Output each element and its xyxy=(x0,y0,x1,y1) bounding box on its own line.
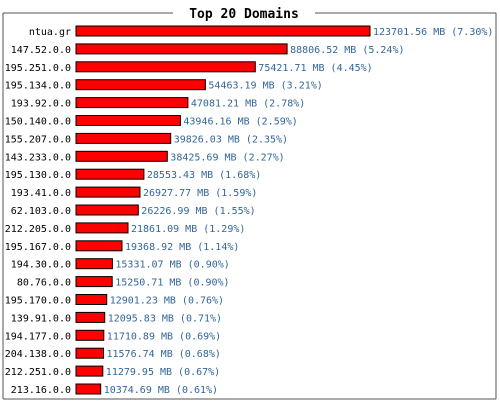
value-label: 11279.95 MB (0.67%) xyxy=(106,367,220,378)
value-label: 26226.99 MB (1.55%) xyxy=(141,206,255,217)
value-label: 15331.07 MB (0.90%) xyxy=(115,260,229,271)
bar xyxy=(75,276,113,288)
bar xyxy=(75,79,206,91)
bar xyxy=(75,150,168,162)
category-label: 195.134.0.0 xyxy=(5,81,71,92)
bar xyxy=(75,115,181,126)
category-label: 204.138.0.0 xyxy=(5,349,71,360)
bar xyxy=(75,168,145,180)
bar-rows: ntua.gr 123701.56 MB (7.30%) 147.52.0.0 888… xyxy=(5,25,493,396)
value-label: 47081.21 MB (2.78%) xyxy=(191,99,305,110)
value-label: 10374.69 MB (0.61%) xyxy=(104,385,218,396)
value-label: 11576.74 MB (0.68%) xyxy=(107,349,221,360)
value-label: 75421.71 MB (4.45%) xyxy=(258,63,372,74)
bar xyxy=(75,311,106,323)
value-label: 54463.19 MB (3.21%) xyxy=(208,81,322,92)
bar xyxy=(75,240,123,252)
value-label: 11710.89 MB (0.69%) xyxy=(107,331,221,342)
value-label: 12901.23 MB (0.76%) xyxy=(110,296,224,307)
category-label: 147.52.0.0 xyxy=(11,45,71,56)
value-label: 19368.92 MB (1.14%) xyxy=(125,242,239,253)
category-label: 195.130.0.0 xyxy=(5,170,71,181)
category-label: 195.167.0.0 xyxy=(5,242,71,253)
category-label: 195.251.0.0 xyxy=(5,63,71,74)
bar xyxy=(75,347,104,359)
value-label: 38425.69 MB (2.27%) xyxy=(170,152,284,163)
bar xyxy=(75,204,139,216)
category-label: 195.170.0.0 xyxy=(5,296,71,307)
bar xyxy=(75,383,102,395)
bar xyxy=(75,258,113,270)
bar xyxy=(75,329,105,341)
category-label: 212.205.0.0 xyxy=(5,224,71,235)
bar xyxy=(75,97,189,109)
category-label: 194.177.0.0 xyxy=(5,331,71,342)
category-label: 155.207.0.0 xyxy=(5,134,71,145)
category-label: 62.103.0.0 xyxy=(11,206,71,217)
category-label: 193.92.0.0 xyxy=(11,99,71,110)
value-label: 88806.52 MB (5.24%) xyxy=(290,45,404,56)
value-label: 43946.16 MB (2.59%) xyxy=(183,117,297,128)
category-label: 80.76.0.0 xyxy=(17,278,71,289)
category-label: 212.251.0.0 xyxy=(5,367,71,378)
value-label: 39826.03 MB (2.35%) xyxy=(174,134,288,145)
value-label: 123701.56 MB (7.30%) xyxy=(373,27,493,38)
category-label: 150.140.0.0 xyxy=(5,117,71,128)
category-label: 194.30.0.0 xyxy=(11,260,71,271)
bar xyxy=(75,294,108,305)
category-label: 139.91.0.0 xyxy=(11,313,71,324)
bar xyxy=(75,132,172,144)
bar xyxy=(75,222,129,234)
bar xyxy=(75,25,371,37)
value-label: 28553.43 MB (1.68%) xyxy=(147,170,261,181)
bar xyxy=(75,365,104,377)
bar xyxy=(75,43,288,55)
value-label: 21861.09 MB (1.29%) xyxy=(131,224,245,235)
category-label: 193.41.0.0 xyxy=(11,188,71,199)
value-label: 26927.77 MB (1.59%) xyxy=(143,188,257,199)
chart-title: Top 20 Domains xyxy=(189,7,299,22)
value-label: 15250.71 MB (0.90%) xyxy=(115,278,229,289)
category-label: 213.16.0.0 xyxy=(11,385,71,396)
category-label: ntua.gr xyxy=(29,27,71,38)
value-label: 12095.83 MB (0.71%) xyxy=(108,313,222,324)
bar xyxy=(75,186,141,198)
category-label: 143.233.0.0 xyxy=(5,152,71,163)
bar xyxy=(75,61,256,73)
